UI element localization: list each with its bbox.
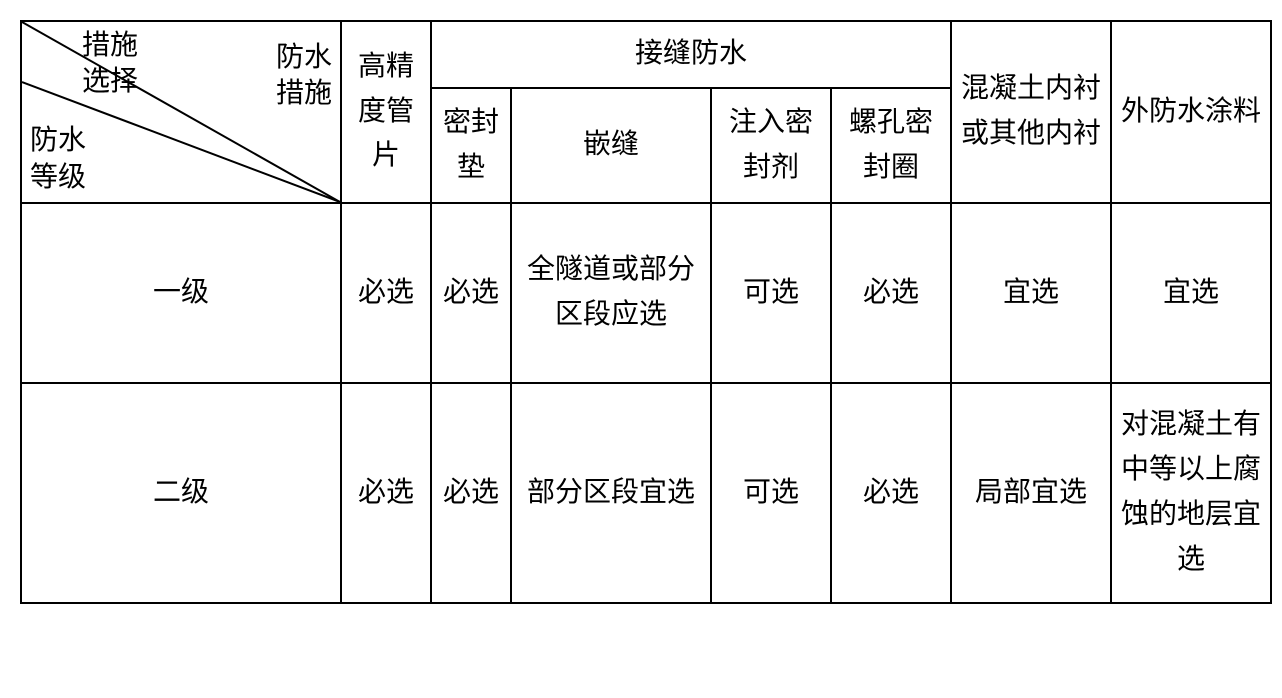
header-row-1: 措施选择 防水措施 防水等级 高精度管片 接缝防水 混凝土内衬或其他内衬 外防水… bbox=[21, 21, 1271, 88]
col-header-sealant: 注入密封剂 bbox=[711, 88, 831, 203]
col-header-lining: 混凝土内衬或其他内衬 bbox=[951, 21, 1111, 203]
diag-bottom-text: 防水等级 bbox=[30, 125, 86, 192]
data-cell: 必选 bbox=[431, 383, 511, 603]
data-cell: 对混凝土有中等以上腐蚀的地层宜选 bbox=[1111, 383, 1271, 603]
table-row: 一级 必选 必选 全隧道或部分区段应选 可选 必选 宜选 宜选 bbox=[21, 203, 1271, 383]
data-cell: 可选 bbox=[711, 383, 831, 603]
col-header-caulking: 嵌缝 bbox=[511, 88, 711, 203]
col-header-high-precision: 高精度管片 bbox=[341, 21, 431, 203]
data-cell: 宜选 bbox=[1111, 203, 1271, 383]
diag-right-label: 防水措施 bbox=[276, 40, 332, 113]
diag-top-text: 措施选择 bbox=[82, 30, 138, 97]
grade-cell: 二级 bbox=[21, 383, 341, 603]
col-header-bolt-seal: 螺孔密封圈 bbox=[831, 88, 951, 203]
col-header-joint-group: 接缝防水 bbox=[431, 21, 951, 88]
data-cell: 可选 bbox=[711, 203, 831, 383]
data-cell: 宜选 bbox=[951, 203, 1111, 383]
data-cell: 必选 bbox=[341, 203, 431, 383]
col-header-gasket: 密封垫 bbox=[431, 88, 511, 203]
diagonal-header-cell: 措施选择 防水措施 防水等级 bbox=[21, 21, 341, 203]
data-cell: 必选 bbox=[431, 203, 511, 383]
grade-cell: 一级 bbox=[21, 203, 341, 383]
data-cell: 必选 bbox=[341, 383, 431, 603]
data-cell: 必选 bbox=[831, 203, 951, 383]
data-cell: 局部宜选 bbox=[951, 383, 1111, 603]
table-row: 二级 必选 必选 部分区段宜选 可选 必选 局部宜选 对混凝土有中等以上腐蚀的地… bbox=[21, 383, 1271, 603]
data-cell: 必选 bbox=[831, 383, 951, 603]
diag-bottom-label: 防水等级 bbox=[30, 123, 86, 196]
diag-top-label: 措施选择 bbox=[82, 28, 138, 101]
col-header-coating: 外防水涂料 bbox=[1111, 21, 1271, 203]
data-cell: 部分区段宜选 bbox=[511, 383, 711, 603]
diag-right-text: 防水措施 bbox=[276, 42, 332, 109]
data-cell: 全隧道或部分区段应选 bbox=[511, 203, 711, 383]
waterproof-measures-table: 措施选择 防水措施 防水等级 高精度管片 接缝防水 混凝土内衬或其他内衬 外防水… bbox=[20, 20, 1272, 604]
